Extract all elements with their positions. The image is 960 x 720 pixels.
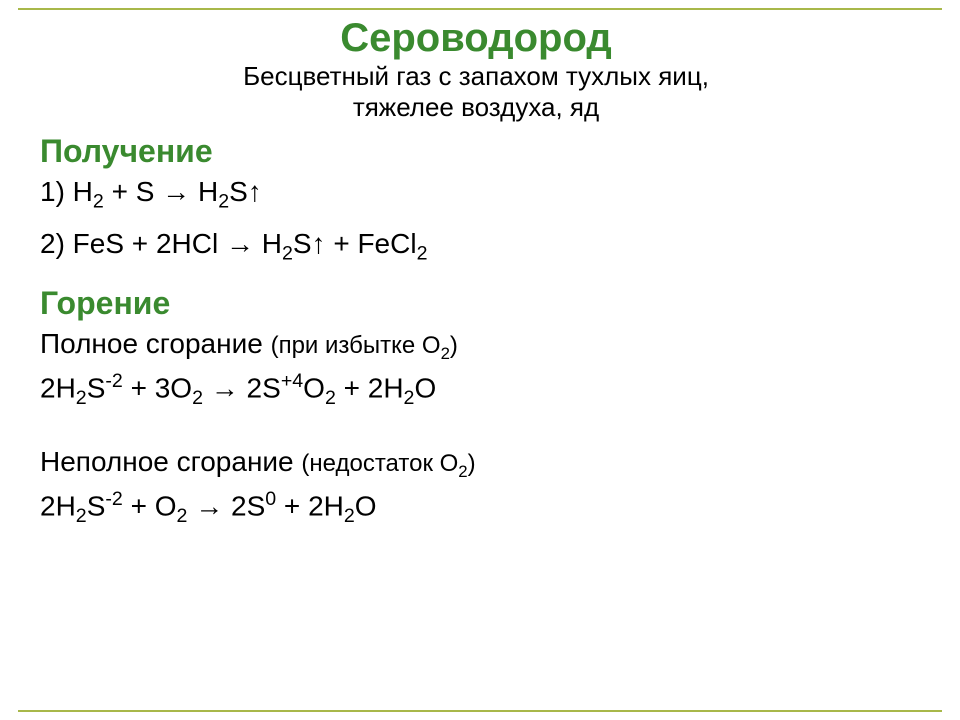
eq3-part: 2H [40, 372, 76, 403]
bottom-divider [18, 710, 942, 712]
equation-1: 1) H2 + S → H2S↑ [40, 176, 912, 214]
paren-close: ) [468, 450, 476, 477]
sub: 2 [93, 191, 104, 213]
eq4-part: + 2H [276, 490, 344, 521]
eq1-part: S↑ [229, 176, 262, 207]
sub: 2 [404, 387, 415, 409]
paren-close: ) [450, 332, 458, 359]
sup: +4 [281, 370, 303, 392]
paren-text: (при избытке О2) [271, 332, 458, 359]
subtitle: Бесцветный газ с запахом тухлых яиц, тяж… [40, 61, 912, 123]
eq4-part: 2H [40, 490, 76, 521]
paren-inner: (при избытке О [271, 332, 441, 359]
paren-inner: (недостаток О [301, 450, 458, 477]
page-title: Сероводород [40, 16, 912, 61]
paren-text: (недостаток О2) [301, 450, 475, 477]
subtitle-line-2: тяжелее воздуха, яд [353, 92, 599, 122]
sub: 2 [344, 505, 355, 527]
sub: 2 [325, 387, 336, 409]
sup: -2 [105, 488, 122, 510]
eq3-part: O [303, 372, 325, 403]
eq2-part: 2) FeS + 2HCl → H [40, 228, 282, 259]
sup: 0 [265, 488, 276, 510]
eq1-part: + S → H [104, 176, 218, 207]
eq1-part: 1) H [40, 176, 93, 207]
eq4-part: O [355, 490, 377, 521]
eq3-part: S [87, 372, 106, 403]
label-text: Полное сгорание [40, 328, 271, 359]
sub: 2 [282, 242, 293, 264]
eq3-part: + 2H [336, 372, 404, 403]
sub: 2 [76, 505, 87, 527]
equation-2: 2) FeS + 2HCl → H2S↑ + FeCl2 [40, 228, 912, 266]
sub: 2 [177, 505, 188, 527]
top-divider [18, 8, 942, 10]
label-text: Неполное сгорание [40, 446, 301, 477]
sub: 2 [76, 387, 87, 409]
eq3-part: → 2S [203, 372, 281, 403]
eq3-part: O [414, 372, 436, 403]
section-obtaining: Получение [40, 133, 912, 170]
section-combustion: Горение [40, 285, 912, 322]
combustion-full-label: Полное сгорание (при избытке О2) [40, 328, 912, 364]
subtitle-line-1: Бесцветный газ с запахом тухлых яиц, [243, 61, 709, 91]
equation-4: 2H2S-2 + O2 → 2S0 + 2H2O [40, 488, 912, 528]
sub: 2 [192, 387, 203, 409]
sub: 2 [218, 191, 229, 213]
sub: 2 [458, 462, 467, 481]
eq4-part: S [87, 490, 106, 521]
eq4-part: → 2S [187, 490, 265, 521]
sup: -2 [105, 370, 122, 392]
sub: 2 [441, 344, 450, 363]
combustion-partial-label: Неполное сгорание (недостаток О2) [40, 446, 912, 482]
eq2-part: S↑ + FeCl [293, 228, 417, 259]
eq3-part: + 3O [123, 372, 192, 403]
equation-3: 2H2S-2 + 3O2 → 2S+4O2 + 2H2O [40, 370, 912, 410]
sub: 2 [417, 242, 428, 264]
eq4-part: + O [123, 490, 177, 521]
